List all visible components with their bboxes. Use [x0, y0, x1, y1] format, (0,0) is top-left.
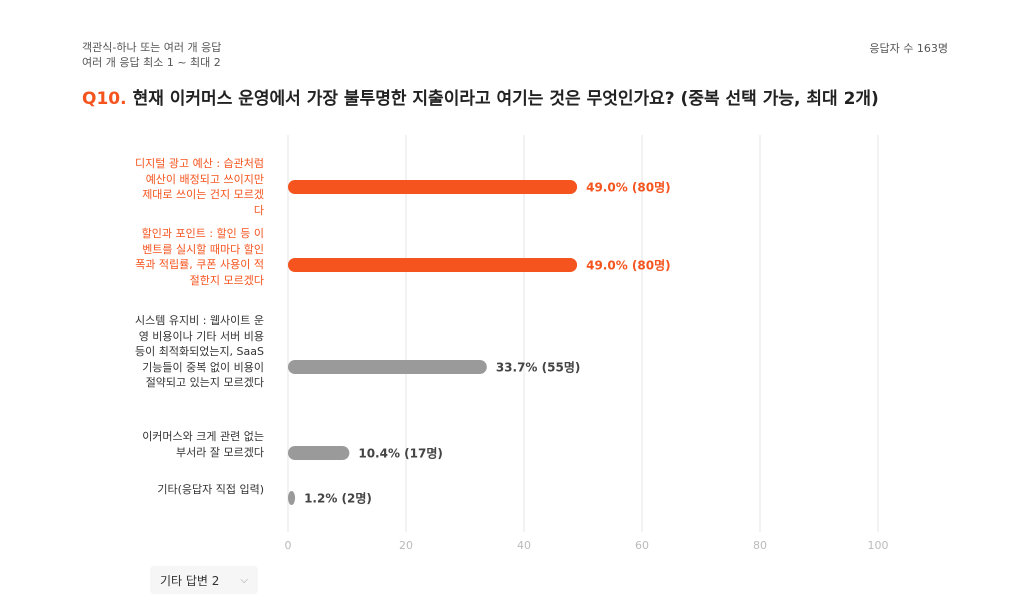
bar — [288, 491, 296, 505]
other-answers-button[interactable]: 기타 답변 2 ⌵ — [150, 566, 258, 594]
category-label: 할인과 포인트 : 할인 등 이벤트를 실시할 때마다 할인 폭과 적립률, 쿠… — [135, 227, 264, 287]
bar — [288, 360, 487, 374]
chevron-down-icon: ⌵ — [240, 574, 248, 586]
data-label: 1.2% (2명) — [304, 492, 372, 506]
data-label: 10.4% (17명) — [358, 447, 443, 461]
response-rule: 여러 개 응답 최소 1 ~ 최대 2 — [82, 56, 221, 69]
x-tick-label: 80 — [753, 539, 767, 552]
bar — [288, 258, 578, 272]
question-text: 현재 이커머스 운영에서 가장 불투명한 지출이라고 여기는 것은 무엇인가요?… — [132, 89, 879, 109]
category-label: 이커머스와 크게 관련 없는 부서라 잘 모르겠다 — [142, 430, 264, 459]
question-number: Q10. — [82, 89, 127, 109]
category-label: 기타(응답자 직접 입력) — [157, 483, 264, 496]
question-type: 객관식-하나 또는 여러 개 응답 — [82, 41, 222, 54]
data-label: 49.0% (80명) — [586, 181, 671, 195]
question-title: Q10. 현재 이커머스 운영에서 가장 불투명한 지출이라고 여기는 것은 무엇… — [82, 84, 879, 109]
bar — [288, 446, 350, 460]
category-label: 시스템 유지비 : 웹사이트 운영 비용이나 기타 서버 비용 등이 최적화되었… — [134, 314, 264, 389]
x-tick-label: 100 — [868, 539, 889, 552]
x-tick-label: 40 — [517, 539, 531, 552]
data-label: 49.0% (80명) — [586, 259, 671, 273]
x-tick-label: 20 — [399, 539, 413, 552]
x-tick-label: 60 — [635, 539, 649, 552]
bar — [288, 180, 578, 194]
respondent-count: 응답자 수 163명 — [869, 42, 948, 55]
question-meta: 객관식-하나 또는 여러 개 응답 여러 개 응답 최소 1 ~ 최대 2 — [82, 40, 221, 70]
category-label: 디지털 광고 예산 : 습관처럼 예산이 배정되고 쓰이지만 제대로 쓰이는 건… — [134, 157, 264, 217]
other-answers-label: 기타 답변 2 — [160, 573, 220, 588]
data-label: 33.7% (55명) — [496, 361, 581, 375]
x-tick-label: 0 — [285, 539, 292, 552]
